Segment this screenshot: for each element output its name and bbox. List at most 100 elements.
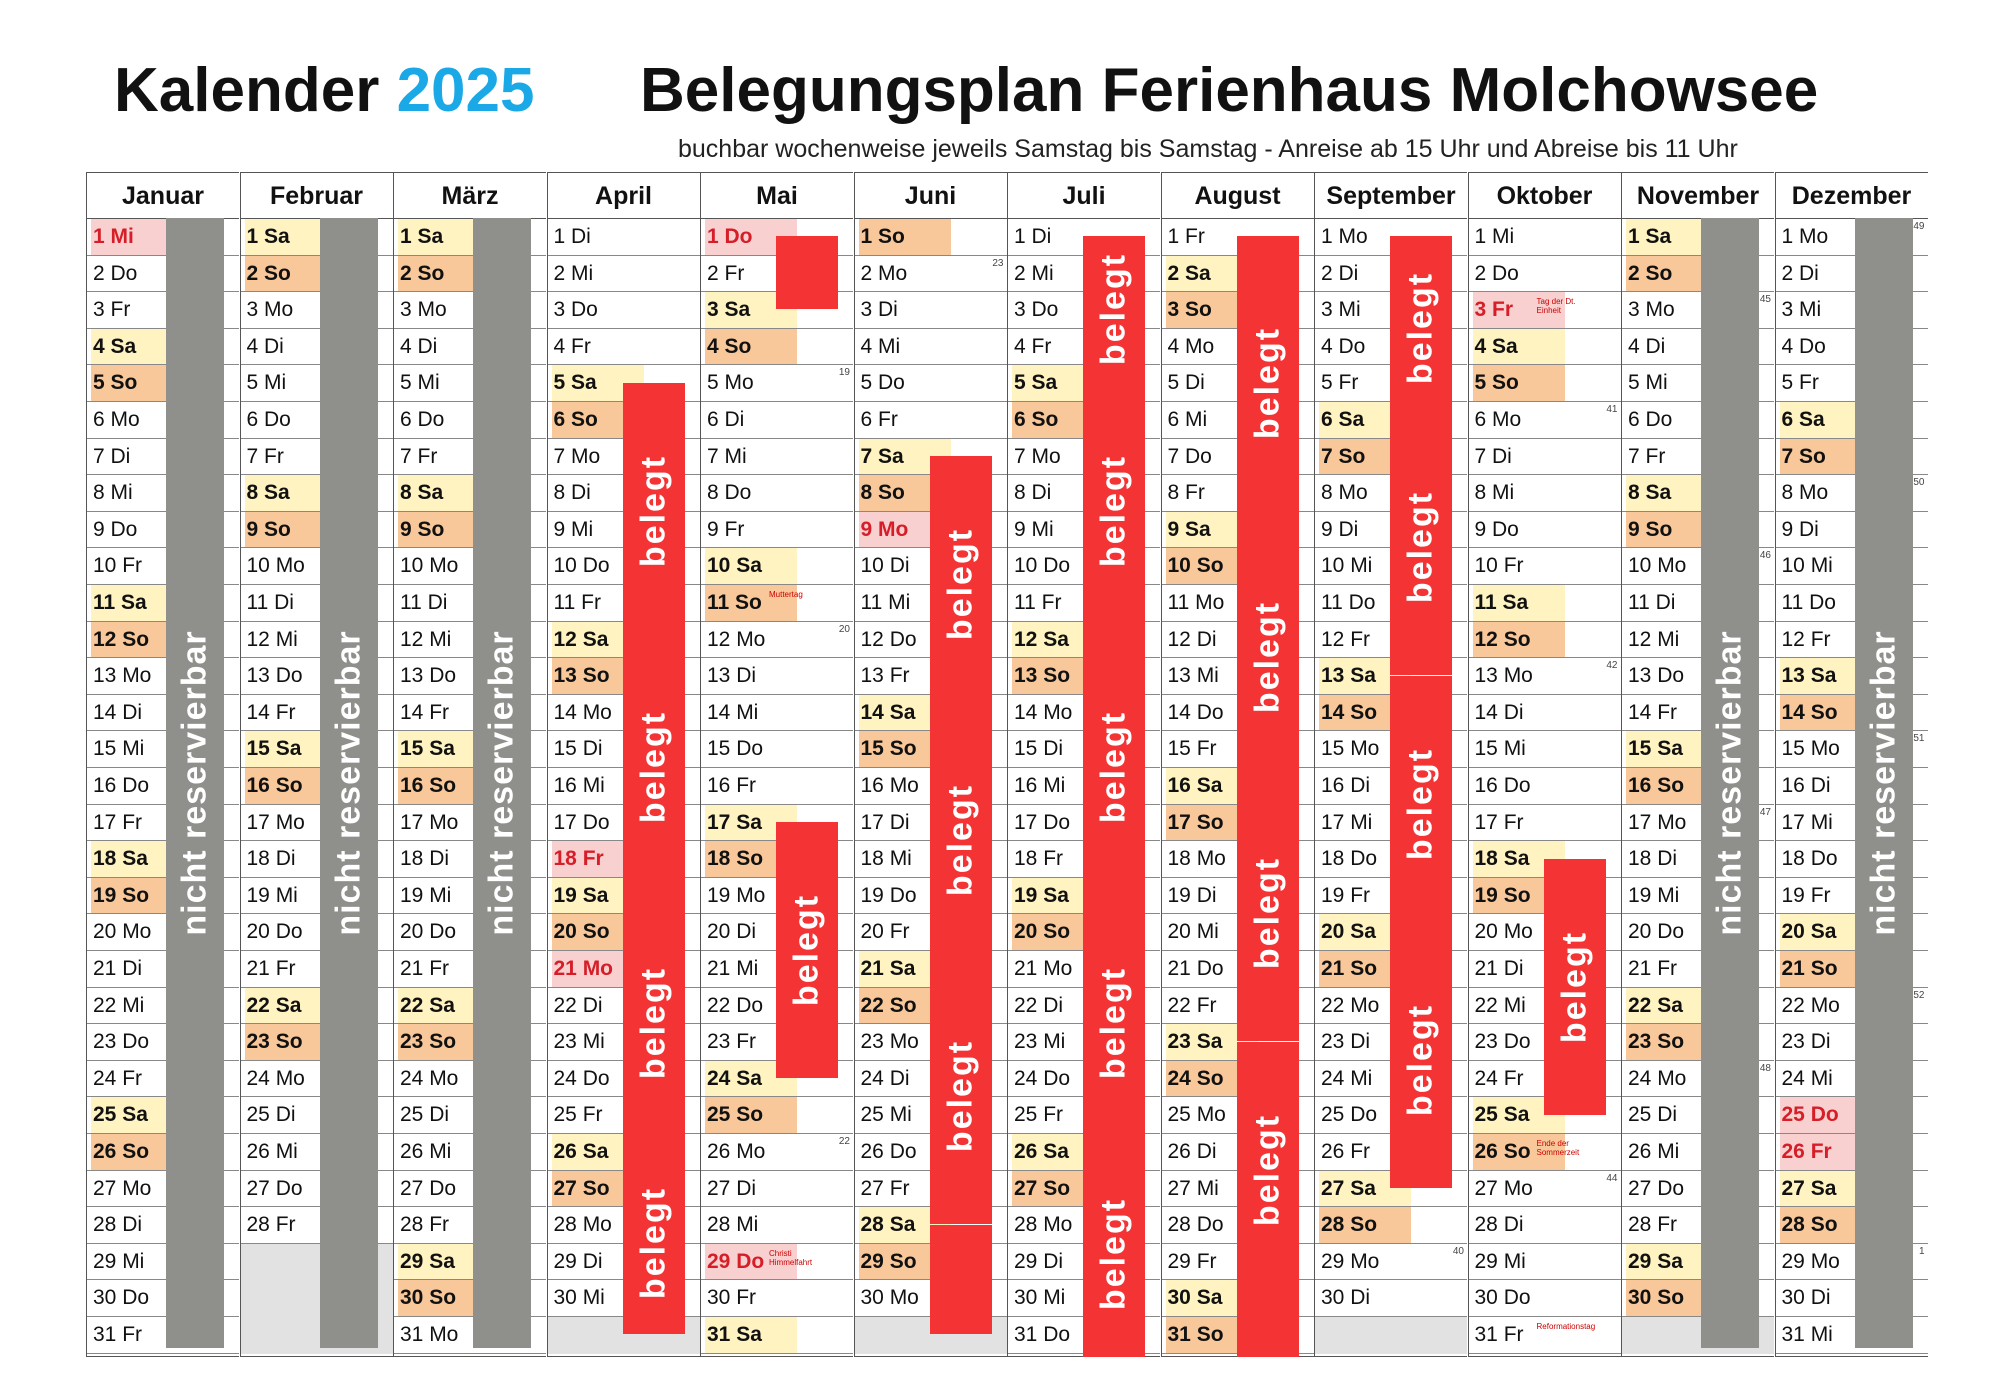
day-cell[interactable]: 21 Di xyxy=(87,951,239,988)
day-cell[interactable]: 4 Fr xyxy=(547,329,700,366)
day-cell[interactable]: 26 So Ende der Sommerzeit xyxy=(1468,1134,1621,1171)
day-cell[interactable]: 28 Di xyxy=(87,1207,239,1244)
day-cell[interactable]: 14 Di xyxy=(87,695,239,732)
day-cell[interactable]: 4 Do xyxy=(1775,329,1928,366)
day-cell[interactable]: 30 Do xyxy=(87,1280,239,1317)
day-cell[interactable]: 24 Fr xyxy=(87,1061,239,1098)
day-cell[interactable]: 8 Mi xyxy=(1468,475,1621,512)
day-cell[interactable]: 6 Do xyxy=(394,402,546,439)
day-cell[interactable]: 4 Mi xyxy=(854,329,1007,366)
day-cell[interactable]: 26 Mi xyxy=(394,1134,546,1171)
day-cell[interactable]: 7 Fr xyxy=(1622,439,1774,476)
day-cell[interactable]: 14 Fr xyxy=(394,695,546,732)
day-cell[interactable]: 5 So xyxy=(1468,365,1621,402)
day-cell[interactable]: 27 Do xyxy=(240,1171,393,1208)
day-cell[interactable]: 31 Mo xyxy=(394,1317,546,1354)
day-cell[interactable]: 12 Fr xyxy=(1775,622,1928,659)
day-cell[interactable]: 12 Mi xyxy=(1622,622,1774,659)
day-cell[interactable]: 2 Di xyxy=(1775,256,1928,293)
day-cell[interactable]: 11 Do xyxy=(1775,585,1928,622)
day-cell[interactable]: 28 So xyxy=(1315,1207,1467,1244)
day-cell[interactable]: 29 Mi xyxy=(1468,1244,1621,1281)
day-cell[interactable]: 20 Do xyxy=(240,914,393,951)
day-cell[interactable]: 23 Di xyxy=(1775,1024,1928,1061)
day-cell[interactable]: 12 Mo 20 xyxy=(701,622,853,659)
day-cell[interactable]: 9 Fr xyxy=(701,512,853,549)
day-cell[interactable]: 31 Fr xyxy=(87,1317,239,1354)
day-cell[interactable]: 4 Di xyxy=(1622,329,1774,366)
day-cell[interactable]: 16 Do xyxy=(87,768,239,805)
day-cell[interactable]: 20 Mo xyxy=(87,914,239,951)
day-cell[interactable]: 30 Fr xyxy=(701,1280,853,1317)
day-cell[interactable]: 9 Do xyxy=(87,512,239,549)
day-cell[interactable]: 4 Di xyxy=(394,329,546,366)
day-cell[interactable]: 13 Do xyxy=(240,658,393,695)
day-cell[interactable]: 16 Do xyxy=(1468,768,1621,805)
day-cell[interactable]: 29 Do Christi Himmelfahrt xyxy=(701,1243,853,1281)
day-cell[interactable]: 15 Do xyxy=(701,731,853,768)
day-cell[interactable]: 7 Fr xyxy=(240,439,393,476)
day-cell[interactable]: 5 Mi xyxy=(394,365,546,402)
day-cell[interactable]: 7 Di xyxy=(1468,439,1621,476)
day-cell[interactable]: 2 Do xyxy=(87,256,239,293)
day-cell[interactable]: 21 Fr xyxy=(240,951,393,988)
day-cell[interactable]: 14 Fr xyxy=(240,695,393,732)
day-cell[interactable]: 5 Do xyxy=(854,365,1007,402)
day-cell[interactable]: 20 Do xyxy=(1622,914,1774,951)
day-cell[interactable]: 7 Fr xyxy=(394,439,546,476)
day-cell[interactable]: 30 Do xyxy=(1468,1280,1621,1317)
day-cell[interactable]: 14 Mi xyxy=(701,695,853,732)
day-cell[interactable]: 22 Mo 52 xyxy=(1775,988,1928,1025)
day-cell[interactable]: 26 Mi xyxy=(240,1134,393,1171)
day-cell[interactable]: 30 Di xyxy=(1315,1280,1467,1317)
day-cell[interactable]: 22 Mi xyxy=(87,988,239,1025)
day-cell[interactable]: 1 Mi xyxy=(87,219,239,256)
day-cell[interactable]: 1 Di xyxy=(547,219,700,256)
day-cell[interactable]: 29 Mo 40 xyxy=(1315,1244,1467,1281)
day-cell[interactable]: 11 Di xyxy=(1622,585,1774,622)
day-cell[interactable]: 30 Di xyxy=(1775,1280,1928,1317)
day-cell[interactable]: 18 Di xyxy=(240,841,393,878)
day-cell[interactable]: 10 Mi xyxy=(1775,548,1928,585)
day-cell[interactable]: 10 Mo xyxy=(394,548,546,585)
day-cell[interactable]: 27 Do xyxy=(1622,1171,1774,1208)
day-cell[interactable]: 11 Di xyxy=(240,585,393,622)
day-cell[interactable]: 28 Mi xyxy=(701,1207,853,1244)
day-cell[interactable]: 12 Mi xyxy=(394,622,546,659)
day-cell[interactable]: 8 Do xyxy=(701,475,853,512)
day-cell[interactable]: 15 Mi xyxy=(1468,731,1621,768)
day-cell[interactable]: 12 Mi xyxy=(240,622,393,659)
day-cell[interactable]: 17 Mi xyxy=(1775,805,1928,842)
day-cell[interactable]: 18 Di xyxy=(1622,841,1774,878)
day-cell[interactable]: 6 Fr xyxy=(854,402,1007,439)
day-cell[interactable]: 8 Mi xyxy=(87,475,239,512)
day-cell[interactable]: 28 Fr xyxy=(240,1207,393,1244)
day-cell[interactable]: 18 Di xyxy=(394,841,546,878)
day-cell[interactable]: 4 Sa xyxy=(1468,328,1621,366)
day-cell[interactable]: 5 Mo 19 xyxy=(701,365,853,402)
day-cell[interactable]: 24 Mo 48 xyxy=(1622,1061,1774,1098)
day-cell[interactable]: 10 Mo xyxy=(240,548,393,585)
day-cell[interactable]: 6 Mo xyxy=(87,402,239,439)
day-cell[interactable]: 3 Mo xyxy=(240,292,393,329)
day-cell[interactable]: 25 So xyxy=(701,1097,853,1134)
day-cell[interactable]: 3 Do xyxy=(547,292,700,329)
day-cell[interactable]: 13 Mo xyxy=(87,658,239,695)
day-cell[interactable]: 6 Mo 41 xyxy=(1468,402,1621,439)
day-cell[interactable]: 29 Mo 1 xyxy=(1775,1244,1928,1281)
day-cell[interactable]: 3 Fr Tag der Dt. Einheit xyxy=(1468,292,1621,329)
day-cell[interactable]: 31 Sa xyxy=(701,1317,853,1354)
day-cell[interactable]: 17 Mo 47 xyxy=(1622,805,1774,842)
day-cell[interactable]: 4 Di xyxy=(240,329,393,366)
day-cell[interactable]: 7 Mi xyxy=(701,439,853,476)
day-cell[interactable]: 19 Mi xyxy=(1622,878,1774,915)
day-cell[interactable]: 10 Sa xyxy=(701,548,853,585)
day-cell[interactable]: 31 Fr Reformationstag xyxy=(1468,1317,1621,1354)
day-cell[interactable]: 27 Mo xyxy=(87,1171,239,1208)
day-cell[interactable]: 2 Mi xyxy=(547,256,700,293)
day-cell[interactable]: 10 Mo 46 xyxy=(1622,548,1774,585)
day-cell[interactable]: 24 Mo xyxy=(394,1061,546,1098)
day-cell[interactable]: 26 Mi xyxy=(1622,1134,1774,1171)
day-cell[interactable]: 10 Fr xyxy=(1468,548,1621,585)
day-cell[interactable]: 21 Fr xyxy=(1622,951,1774,988)
